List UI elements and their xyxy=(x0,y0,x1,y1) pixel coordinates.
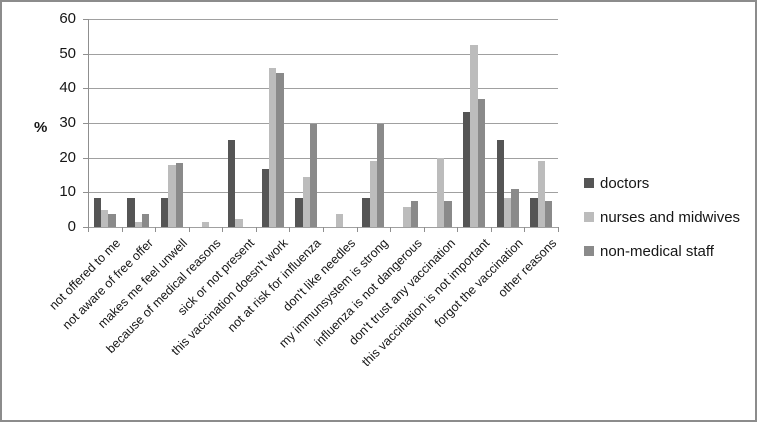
y-axis-line xyxy=(88,19,89,228)
y-tick-label-10: 10 xyxy=(59,183,76,201)
legend: doctors nurses and midwives non-medical st… xyxy=(584,174,740,276)
y-tick-mark xyxy=(83,19,88,20)
bar-non-medical-staff xyxy=(511,188,519,227)
plot-area xyxy=(83,19,559,232)
legend-label: nurses and midwives xyxy=(600,208,741,226)
gridline-50 xyxy=(88,53,558,55)
bar-nurses-and-midwives xyxy=(134,221,143,227)
bar-nurses-and-midwives xyxy=(537,161,545,227)
bar-non-medical-staff xyxy=(477,98,486,227)
legend-swatch-icon xyxy=(584,178,594,188)
x-tick-mark xyxy=(390,227,392,232)
bar-group-13 xyxy=(491,140,525,227)
y-tick-label-60: 60 xyxy=(59,10,76,27)
x-tick-mark xyxy=(289,227,291,232)
bar-group-6 xyxy=(256,67,290,227)
bar-doctors xyxy=(496,140,504,227)
y-tick-mark xyxy=(83,227,88,228)
bar-doctors xyxy=(93,198,102,227)
gridline-40 xyxy=(88,88,558,90)
bar-nurses-and-midwives xyxy=(470,45,478,227)
x-tick-mark xyxy=(558,227,559,232)
bar-non-medical-staff xyxy=(410,201,418,227)
bar-group-2 xyxy=(122,198,156,227)
legend-swatch-icon xyxy=(584,212,594,222)
legend-item-non-medical-staff: non-medical staff xyxy=(584,242,740,260)
bar-nurses-and-midwives xyxy=(101,210,109,227)
y-tick-label-0: 0 xyxy=(67,218,76,235)
bar-non-medical-staff xyxy=(142,214,150,227)
bar-group-4 xyxy=(189,221,223,227)
x-tick-mark xyxy=(423,227,425,232)
bar-nurses-and-midwives xyxy=(403,206,411,227)
bar-doctors xyxy=(530,198,538,227)
gridline-30 xyxy=(88,123,558,124)
bar-non-medical-staff xyxy=(175,162,183,227)
bar-doctors xyxy=(160,198,169,227)
bar-nurses-and-midwives xyxy=(369,161,378,227)
bar-non-medical-staff xyxy=(444,201,452,227)
y-tick-label-30: 30 xyxy=(59,114,76,131)
bar-group-8 xyxy=(323,213,357,227)
bar-group-11 xyxy=(424,157,458,227)
legend-label: doctors xyxy=(600,174,650,192)
bar-group-10 xyxy=(390,201,424,227)
y-tick-label-50: 50 xyxy=(59,44,76,62)
bar-group-9 xyxy=(357,124,391,227)
x-tick-mark xyxy=(255,227,257,232)
bar-non-medical-staff xyxy=(276,73,284,227)
x-tick-mark xyxy=(222,227,224,232)
bar-nurses-and-midwives xyxy=(201,221,210,227)
bar-nurses-and-midwives xyxy=(268,67,277,227)
y-tick-mark xyxy=(83,53,88,55)
bar-nurses-and-midwives xyxy=(336,213,344,227)
y-axis-title: % xyxy=(34,119,48,136)
bar-group-1 xyxy=(88,198,122,227)
legend-swatch-icon xyxy=(584,246,594,256)
x-tick-mark xyxy=(121,227,123,232)
x-tick-mark xyxy=(323,227,324,232)
bar-nurses-and-midwives xyxy=(436,157,445,227)
bar-non-medical-staff xyxy=(309,124,318,227)
y-tick-label-20: 20 xyxy=(59,148,76,166)
legend-item-nurses-and-midwives: nurses and midwives xyxy=(584,208,740,226)
bar-doctors xyxy=(462,111,471,227)
bar-group-12 xyxy=(457,45,491,227)
bar-doctors xyxy=(362,198,370,227)
y-tick-mark xyxy=(83,123,88,124)
legend-label: non-medical staff xyxy=(600,242,714,260)
bar-non-medical-staff xyxy=(377,124,385,227)
gridline-60 xyxy=(88,19,558,20)
gridline-20 xyxy=(88,157,558,159)
legend-item-doctors: doctors xyxy=(584,174,740,192)
bar-group-5 xyxy=(222,140,256,227)
bar-group-3 xyxy=(155,162,189,227)
x-tick-mark xyxy=(457,227,459,232)
y-tick-mark xyxy=(83,157,88,159)
bar-group-14 xyxy=(524,161,558,227)
bar-nurses-and-midwives xyxy=(302,177,310,227)
x-tick-mark xyxy=(155,227,157,232)
bar-doctors xyxy=(261,169,269,227)
x-tick-mark xyxy=(524,227,526,232)
y-tick-mark xyxy=(83,88,88,90)
y-tick-label-40: 40 xyxy=(59,79,76,97)
bar-nurses-and-midwives xyxy=(235,219,243,227)
bar-group-7 xyxy=(289,124,323,227)
bar-doctors xyxy=(227,140,236,227)
x-tick-mark xyxy=(88,227,89,232)
bar-non-medical-staff xyxy=(108,214,116,227)
gridline-10 xyxy=(88,192,558,194)
bar-nurses-and-midwives xyxy=(503,198,512,227)
bar-doctors xyxy=(127,198,135,227)
bar-doctors xyxy=(295,198,303,227)
x-tick-mark xyxy=(356,227,358,232)
x-tick-mark xyxy=(188,227,190,232)
x-tick-mark xyxy=(490,227,492,232)
bar-non-medical-staff xyxy=(544,201,553,227)
y-tick-mark xyxy=(83,192,88,194)
bar-nurses-and-midwives xyxy=(168,164,176,227)
